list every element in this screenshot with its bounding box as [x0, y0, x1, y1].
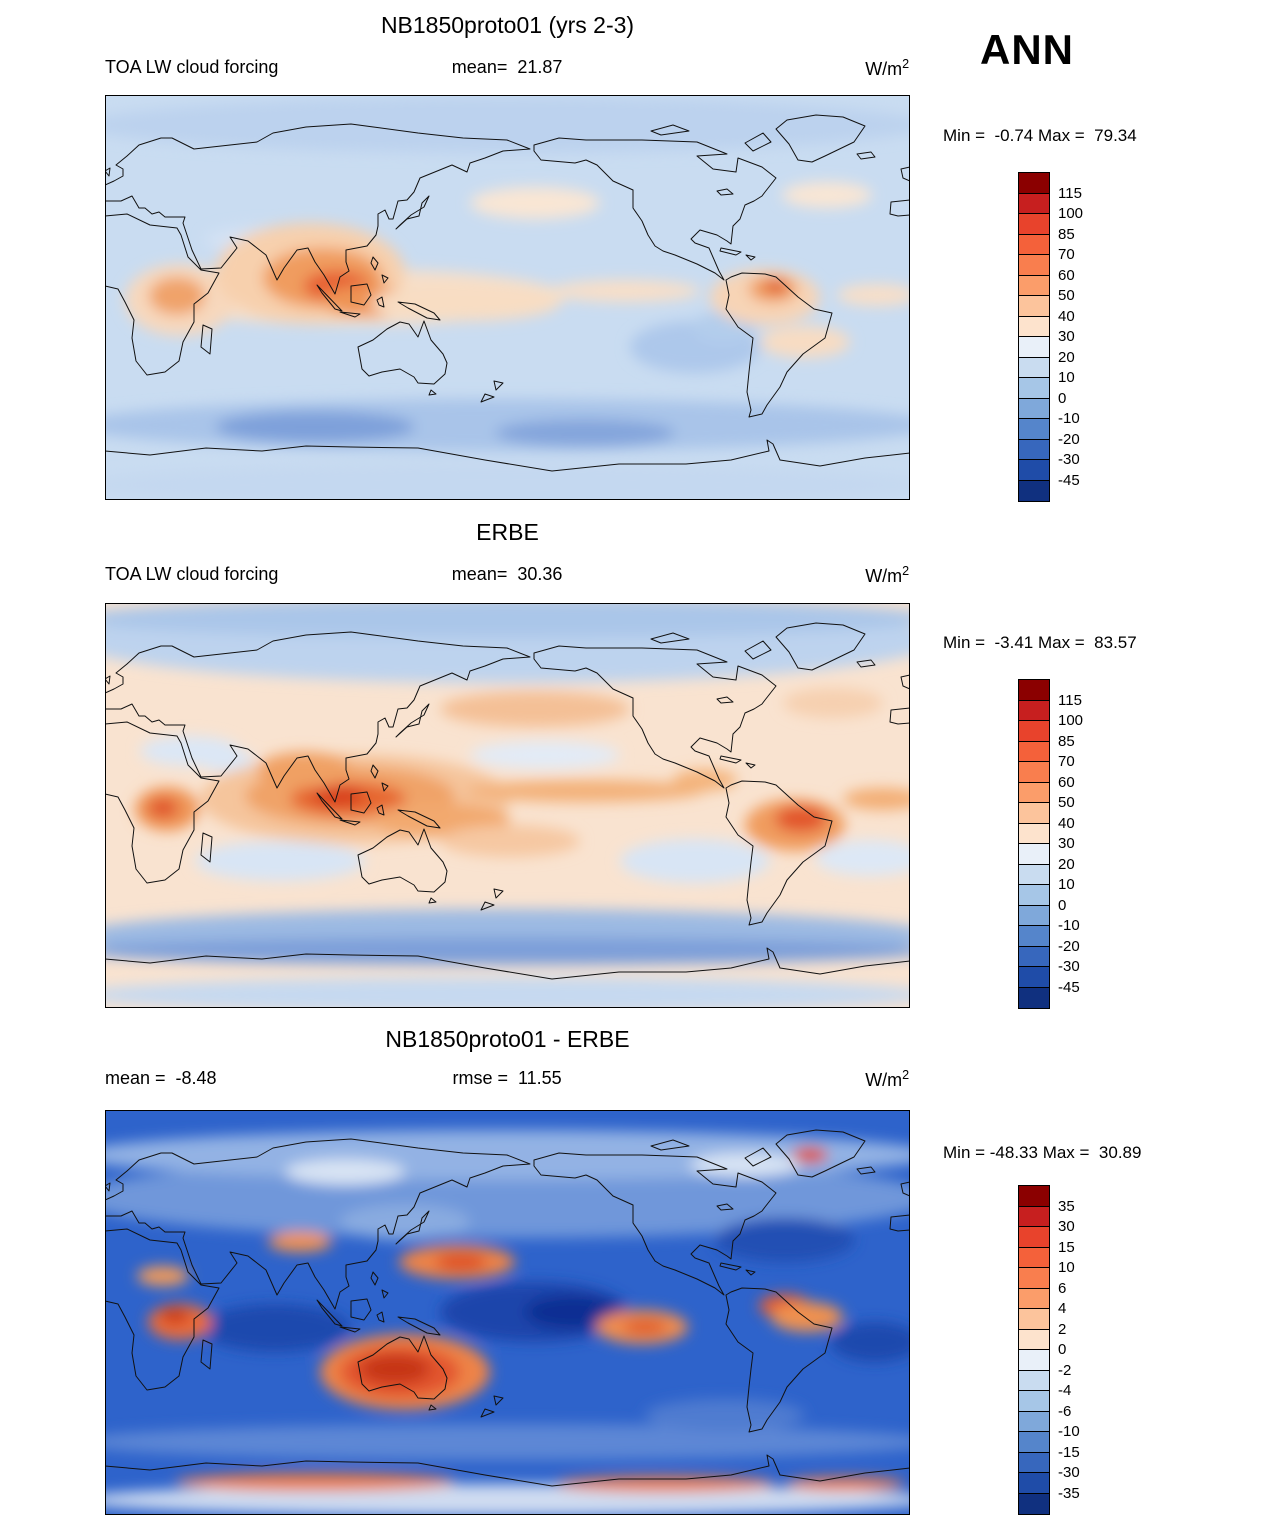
panel1-colorbar: 115 100 85 70 60 50 40 30 20 10 0 -10 -20 -30 -45 [1018, 172, 1138, 502]
panel3-colorbar: 35 30 15 10 6 4 2 0 -2 -4 -6 -10 -15 -30 -35 [1018, 1185, 1138, 1515]
panel1-subheader: TOA LW cloud forcing mean= 21.87 W/m2 [105, 57, 910, 80]
panel3-mean-label: mean = -8.48 [105, 1068, 217, 1088]
panel1-title: NB1850proto01 (yrs 2-3) [380, 12, 635, 38]
panel2-colorbar-cells [1018, 679, 1050, 1009]
panel1-mean-label: mean= 21.87 [451, 57, 563, 77]
panel3-units-label: W/m2 [865, 1068, 910, 1090]
panel1-minmax: Min = -0.74 Max = 79.34 [943, 126, 1137, 145]
panel3-rmse-label: rmse = 11.55 [452, 1068, 562, 1088]
panel3-title: NB1850proto01 - ERBE [385, 1026, 630, 1052]
panel2-variable-label: TOA LW cloud forcing [105, 564, 279, 584]
panel1-variable-label: TOA LW cloud forcing [105, 57, 279, 77]
panel1-units-label: W/m2 [865, 57, 910, 79]
panel2-minmax: Min = -3.41 Max = 83.57 [943, 633, 1137, 652]
panel1-colorbar-cells [1018, 172, 1050, 502]
panel2-title: ERBE [476, 519, 539, 545]
panel3-colorbar-cells [1018, 1185, 1050, 1515]
panel2-subheader: TOA LW cloud forcing mean= 30.36 W/m2 [105, 564, 910, 587]
panel3-minmax: Min = -48.33 Max = 30.89 [943, 1143, 1142, 1162]
map-panel1 [105, 95, 910, 500]
panel2-mean-label: mean= 30.36 [451, 564, 563, 584]
panel2-colorbar: 115 100 85 70 60 50 40 30 20 10 0 -10 -20 -30 -45 [1018, 679, 1138, 1009]
panel3-subheader: mean = -8.48 rmse = 11.55 W/m2 [105, 1068, 910, 1091]
map-panel2 [105, 603, 910, 1008]
season-label: ANN [980, 26, 1074, 73]
map-panel3 [105, 1110, 910, 1515]
panel2-units-label: W/m2 [865, 564, 910, 586]
